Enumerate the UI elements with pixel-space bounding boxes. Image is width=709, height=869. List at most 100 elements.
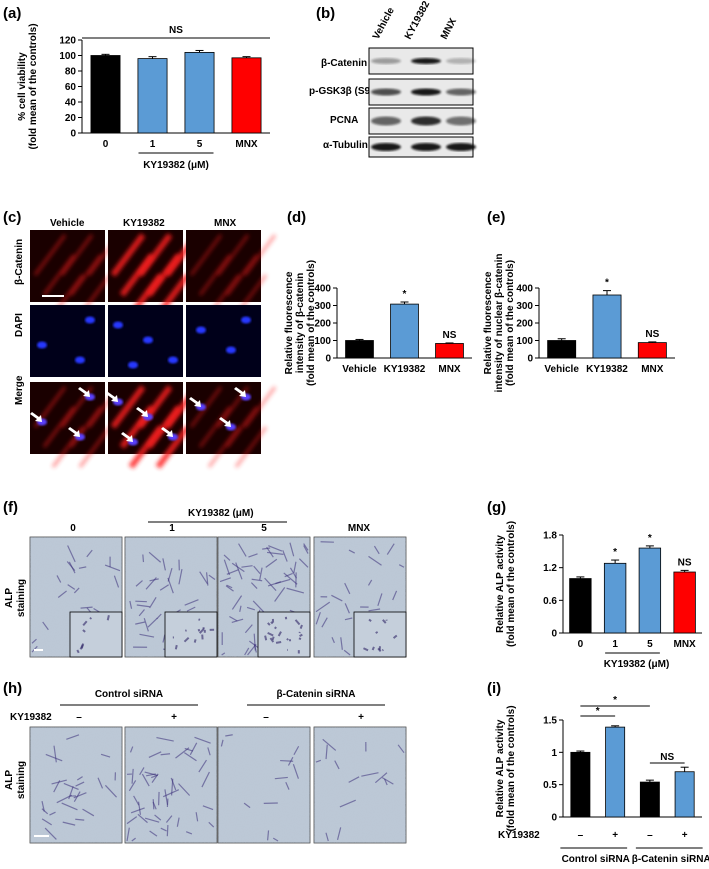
stained-cell-zoom	[198, 618, 201, 621]
alp-h-treatment-label: KY19382	[10, 712, 52, 723]
stained-cell	[373, 545, 380, 555]
y-tick-label: 100	[516, 336, 533, 347]
alp-staining-h: Control siRNA β-Catenin siRNA KY19382 – …	[4, 689, 407, 844]
stained-cell	[149, 597, 157, 609]
micro-tile-dapi	[30, 305, 105, 377]
y-tick-label: 20	[65, 113, 77, 124]
stained-cell	[61, 802, 78, 811]
nucleus	[113, 321, 123, 329]
nucleus	[37, 341, 47, 349]
stained-cell	[231, 618, 244, 623]
stained-cell	[289, 542, 295, 557]
stained-cell	[142, 554, 145, 563]
treatment-sign: +	[612, 830, 618, 841]
stained-cell	[285, 781, 290, 790]
stained-cell	[336, 827, 342, 841]
micro-tile-dapi	[186, 305, 261, 377]
bar	[592, 294, 622, 359]
stained-cell	[392, 590, 398, 601]
stained-cell	[246, 606, 255, 611]
arrow-marker	[189, 397, 201, 407]
stained-cell	[225, 734, 233, 737]
arrow-marker	[30, 412, 42, 422]
stained-cell	[73, 792, 87, 799]
stained-cell	[156, 737, 174, 742]
group-label-control: Control siRNA	[562, 854, 630, 865]
alp-texture	[30, 727, 122, 843]
bar	[603, 562, 627, 634]
stained-cell	[381, 777, 394, 785]
stained-cell	[160, 753, 171, 756]
stained-cell	[97, 777, 104, 789]
stained-cell	[41, 801, 45, 812]
bar	[673, 571, 696, 634]
chart-i: 0 0.5 1 1.5 Relative ALP activity (fold mean …	[495, 695, 709, 865]
bar	[605, 726, 626, 818]
alp-f-col-0: 0	[70, 523, 76, 534]
blot-band	[411, 88, 441, 96]
y-tick-label: 0	[551, 813, 557, 824]
micro-row-dapi: DAPI	[14, 313, 25, 337]
stained-cell	[251, 578, 263, 582]
y-tick-label: 0	[325, 354, 331, 365]
arrow-marker	[121, 432, 133, 442]
stained-cell	[339, 799, 356, 808]
y-tick-label: 300	[516, 301, 533, 312]
blot-band	[446, 58, 476, 64]
stained-cell	[137, 813, 148, 824]
panel-label-b: (b)	[316, 5, 335, 22]
stained-cell	[334, 760, 340, 770]
stained-cell	[219, 577, 231, 583]
panel-label-d: (d)	[287, 209, 306, 226]
alp-staining-f: KY19382 (μM) 0 1 5 MNX ALP staining	[4, 508, 407, 658]
stained-cell	[344, 603, 350, 614]
treatment-sign: +	[682, 830, 688, 841]
stained-cell	[126, 827, 130, 842]
stained-cell	[348, 776, 360, 783]
x-tick-label: KY19382	[586, 364, 628, 375]
y-axis-label: intensity of nuclear β-catenin	[494, 254, 505, 393]
blot-band	[411, 143, 441, 151]
stained-cell	[267, 581, 282, 587]
stained-cell	[82, 808, 95, 817]
panel-label-a: (a)	[3, 5, 21, 22]
stained-cell-zoom	[267, 631, 274, 637]
stained-cell-zoom	[270, 621, 274, 625]
bar	[390, 303, 419, 359]
alp-texture	[314, 727, 406, 843]
stained-cell	[53, 780, 61, 793]
alp-h-sign-4: +	[358, 712, 364, 723]
fluor-fiber	[33, 233, 67, 277]
stained-cell	[178, 568, 183, 585]
stained-cell-zoom	[294, 619, 301, 626]
stained-cell	[166, 825, 169, 837]
stained-cell	[244, 647, 250, 656]
stained-cell	[322, 738, 337, 751]
fluor-fiber	[110, 385, 146, 429]
stained-cell	[167, 577, 174, 594]
stained-cell	[253, 565, 261, 575]
stained-cell	[253, 644, 257, 653]
fluor-fiber	[243, 386, 277, 428]
y-tick-label: 1.8	[543, 531, 557, 542]
stained-cell	[128, 780, 137, 792]
stained-cell	[194, 736, 211, 744]
stained-cell	[78, 566, 87, 569]
alp-h-sign-2: +	[171, 712, 177, 723]
stained-cell	[286, 587, 305, 594]
stained-cell	[66, 734, 80, 740]
stained-cell	[266, 551, 284, 555]
stained-cell	[315, 601, 331, 613]
stained-cell-zoom	[382, 619, 387, 624]
stained-cell	[184, 599, 199, 606]
stained-cell	[315, 759, 322, 763]
fluor-fiber	[60, 233, 94, 277]
x-tick-label: 5	[197, 139, 203, 150]
stained-cell-zoom	[183, 636, 190, 643]
fluor-fiber	[207, 426, 241, 468]
x-axis-label: KY19382 (μM)	[143, 160, 209, 171]
fluor-fiber	[42, 253, 76, 297]
stained-cell	[244, 624, 253, 634]
nucleus	[168, 356, 178, 364]
